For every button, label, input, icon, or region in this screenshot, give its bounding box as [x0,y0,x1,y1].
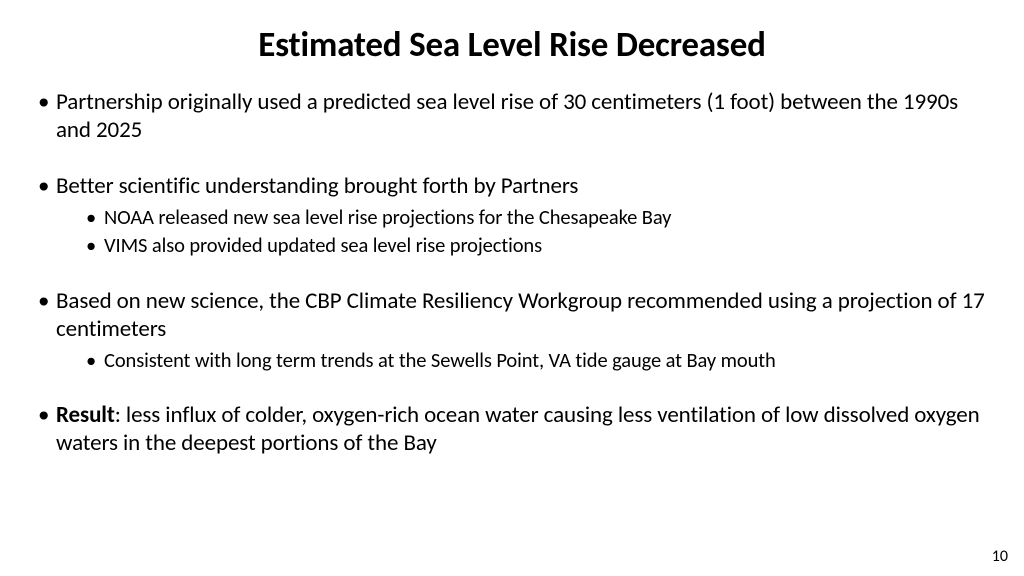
sub-bullet-item: Consistent with long term trends at the … [84,347,990,373]
page-number: 10 [992,547,1008,566]
bullet-item: Partnership originally used a predicted … [34,88,990,144]
bullet-text: : less influx of colder, oxygen-rich oce… [56,401,980,457]
sub-bullet-list: NOAA released new sea level rise project… [56,204,990,258]
bullet-text: Based on new science, the CBP Climate Re… [56,287,985,343]
sub-bullet-list: Consistent with long term trends at the … [56,347,990,373]
bullet-bold-prefix: Result [56,401,115,429]
sub-bullet-item: VIMS also provided updated sea level ris… [84,232,990,258]
bullet-item: Result: less influx of colder, oxygen-ri… [34,401,990,457]
bullet-item: Better scientific understanding brought … [34,172,990,259]
sub-bullet-text: VIMS also provided updated sea level ris… [104,232,542,258]
bullet-list: Partnership originally used a predicted … [34,88,990,457]
bullet-text: Better scientific understanding brought … [56,172,578,200]
slide-title: Estimated Sea Level Rise Decreased [34,24,990,66]
sub-bullet-text: Consistent with long term trends at the … [104,347,776,373]
bullet-item: Based on new science, the CBP Climate Re… [34,287,990,373]
sub-bullet-text: NOAA released new sea level rise project… [104,204,671,230]
sub-bullet-item: NOAA released new sea level rise project… [84,204,990,230]
bullet-text: Partnership originally used a predicted … [56,88,958,144]
slide: Estimated Sea Level Rise Decreased Partn… [0,0,1024,576]
